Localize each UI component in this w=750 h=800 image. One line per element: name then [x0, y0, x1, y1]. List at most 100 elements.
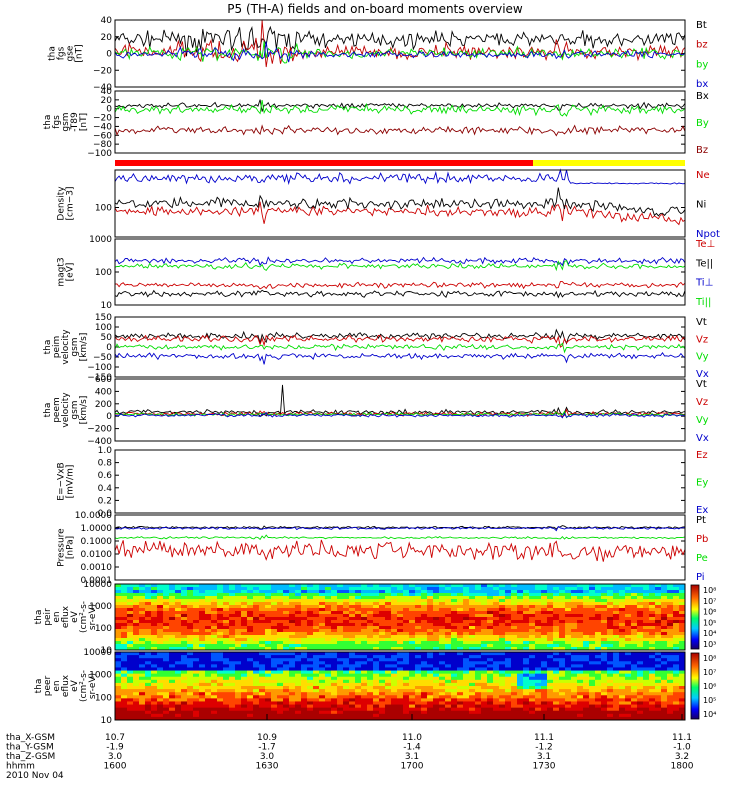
spectrogram-cell	[643, 667, 650, 672]
spectrogram-cell	[535, 638, 542, 642]
spectrogram-cell	[205, 635, 212, 639]
spectrogram-cell	[277, 655, 284, 659]
spectrogram-cell	[157, 661, 164, 665]
spectrogram-cell	[211, 593, 218, 597]
spectrogram-cell	[505, 584, 512, 588]
panel-5: tha peim velocity gsm [km/s]150100500−50−100…	[43, 313, 709, 383]
spectrogram-cell	[607, 620, 614, 624]
spectrogram-cell	[343, 704, 350, 709]
spectrogram-cell	[133, 596, 140, 600]
spectrogram-cell	[139, 629, 146, 633]
spectrogram-cell	[583, 664, 590, 668]
spectrogram-cell	[295, 655, 302, 659]
spectrogram-cell	[487, 658, 494, 662]
spectrogram-cell	[511, 716, 518, 721]
spectrogram-cell	[667, 620, 674, 624]
spectrogram-cell	[151, 698, 158, 702]
spectrogram-cell	[151, 620, 158, 624]
spectrogram-cell	[529, 686, 536, 690]
spectrogram-cell	[319, 701, 326, 706]
spectrogram-cell	[493, 707, 500, 712]
spectrogram-cell	[553, 695, 560, 699]
spectrogram-cell	[463, 670, 470, 675]
spectrogram-cell	[373, 670, 380, 675]
series-line	[114, 384, 686, 418]
spectrogram-cell	[643, 679, 650, 684]
spectrogram-cell	[433, 644, 440, 648]
spectrogram-cell	[367, 638, 374, 642]
spectrogram-cell	[157, 590, 164, 594]
spectrogram-cell	[265, 670, 272, 675]
spectrogram-cell	[619, 596, 626, 600]
spectrogram-cell	[487, 590, 494, 594]
spectrogram-cell	[595, 629, 602, 633]
spectrogram-cell	[451, 713, 458, 718]
spectrogram-cell	[157, 692, 164, 696]
spectrogram-cell	[535, 611, 542, 615]
spectrogram-cell	[673, 682, 680, 687]
spectrogram-cell	[151, 682, 158, 687]
spectrogram-cell	[415, 644, 422, 648]
spectrogram-cell	[211, 652, 218, 656]
spectrogram-cell	[463, 614, 470, 618]
spectrogram-cell	[331, 673, 338, 678]
spectrogram-cell	[385, 707, 392, 712]
spectrogram-cell	[247, 689, 254, 693]
spectrogram-cell	[265, 596, 272, 600]
spectrogram-cell	[217, 695, 224, 699]
spectrogram-cell	[289, 641, 296, 645]
spectrogram-cell	[445, 590, 452, 594]
spectrogram-cell	[235, 605, 242, 609]
spectrogram-cell	[283, 692, 290, 696]
spectrogram-cell	[427, 611, 434, 615]
footer-row-label: hhmm	[6, 762, 35, 772]
spectrogram-cell	[325, 710, 332, 715]
spectrogram-cell	[499, 596, 506, 600]
spectrogram-cell	[595, 587, 602, 591]
spectrogram-cell	[163, 679, 170, 684]
spectrogram-cell	[355, 673, 362, 678]
spectrogram-cell	[313, 596, 320, 600]
spectrogram-cell	[529, 670, 536, 675]
spectrogram-cell	[391, 655, 398, 659]
spectrogram-cell	[229, 652, 236, 656]
spectrogram-cell	[679, 629, 686, 633]
spectrogram-cell	[211, 679, 218, 684]
spectrogram-cell	[367, 623, 374, 627]
spectrogram-cell	[367, 608, 374, 612]
spectrogram-cell	[241, 623, 248, 627]
spectrogram-cell	[433, 632, 440, 636]
spectrogram-cell	[469, 710, 476, 715]
spectrogram-cell	[529, 692, 536, 696]
spectrogram-cell	[487, 667, 494, 672]
spectrogram-cell	[343, 667, 350, 672]
spectrogram-cell	[535, 599, 542, 603]
y-axis-label: gsm	[70, 400, 80, 419]
spectrogram-cell	[439, 602, 446, 606]
spectrogram-cell	[385, 698, 392, 702]
spectrogram-cell	[205, 623, 212, 627]
spectrogram-cell	[499, 692, 506, 696]
spectrogram-cell	[283, 710, 290, 715]
spectrogram-cell	[475, 635, 482, 639]
spectrogram-cell	[655, 673, 662, 678]
spectrogram-cell	[391, 676, 398, 681]
spectrogram-cell	[151, 647, 158, 651]
spectrogram-cell	[427, 587, 434, 591]
spectrogram-cell	[367, 667, 374, 672]
spectrogram-cell	[121, 661, 128, 665]
spectrogram-cell	[163, 584, 170, 588]
spectrogram-cell	[127, 652, 134, 656]
spectrogram-cell	[637, 698, 644, 702]
spectrogram-cell	[391, 664, 398, 668]
spectrogram-cell	[589, 644, 596, 648]
spectrogram-cell	[535, 695, 542, 699]
spectrogram-cell	[625, 584, 632, 588]
spectrogram-cell	[151, 644, 158, 648]
spectrogram-cell	[439, 623, 446, 627]
spectrogram-cell	[535, 590, 542, 594]
spectrogram-cell	[565, 611, 572, 615]
spectrogram-cell	[169, 713, 176, 718]
spectrogram-cell	[211, 635, 218, 639]
spectrogram-cell	[175, 602, 182, 606]
